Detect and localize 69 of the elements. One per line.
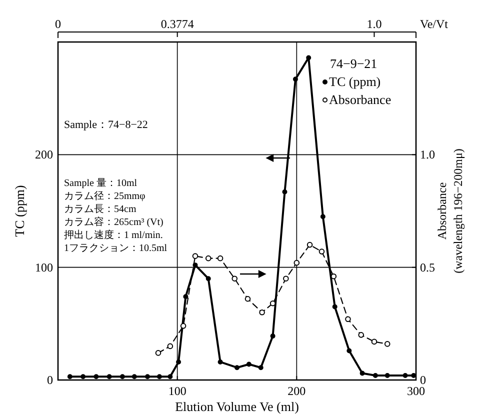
point	[318, 248, 325, 254]
y2-tick-label: 0.5	[420, 260, 435, 274]
y2-tick-label: 0	[420, 373, 426, 387]
point	[156, 374, 162, 380]
x-axis-title: Elution Volume Ve (ml)	[175, 399, 299, 414]
x-tick-label: 300	[407, 384, 425, 398]
point	[192, 253, 198, 259]
annotation: カラム容：265cm³ (Vt)	[64, 216, 164, 228]
y-tick-label: 0	[47, 373, 53, 387]
point	[345, 316, 351, 322]
x2-tick-label: 1.0	[366, 17, 382, 31]
y2-axis-title: Absorbance (wavelength 196−200mμ)	[435, 148, 465, 274]
point	[346, 348, 352, 354]
point	[132, 374, 137, 380]
point	[232, 276, 238, 282]
legend-label: Absorbance	[329, 92, 392, 107]
y-axis-title: TC (ppm)	[12, 185, 27, 237]
annotation: Sample 量：10ml	[64, 178, 138, 189]
point	[306, 55, 312, 60]
point	[183, 294, 188, 300]
y-tick-label: 200	[35, 148, 53, 162]
x2-axis-title: Ve/Vt	[420, 17, 449, 31]
point	[371, 338, 378, 345]
point	[360, 370, 365, 376]
point	[246, 362, 252, 367]
point	[80, 374, 86, 380]
point	[402, 372, 408, 378]
x2-tick-label: 0.3774	[160, 17, 194, 31]
point	[167, 343, 174, 350]
point	[168, 374, 173, 380]
point	[94, 374, 99, 380]
point	[217, 255, 224, 262]
point	[306, 242, 313, 248]
x-tick-label: 200	[288, 384, 306, 398]
point	[180, 323, 186, 329]
point	[234, 365, 240, 370]
point	[384, 372, 390, 378]
point	[145, 374, 150, 380]
point	[270, 334, 276, 339]
annotation: 1フラクション：10.5ml	[64, 243, 168, 254]
point	[358, 332, 364, 338]
point	[259, 310, 265, 316]
legend-title: 74−9−21	[330, 56, 378, 71]
point	[283, 276, 289, 282]
legend-label: TC (ppm)	[329, 74, 381, 89]
point	[258, 365, 264, 370]
point	[320, 214, 326, 220]
point	[282, 189, 288, 194]
annotation: Sample：74−8−22	[64, 119, 148, 131]
point	[244, 296, 251, 302]
point	[67, 374, 72, 380]
point	[206, 276, 211, 282]
point	[384, 341, 390, 347]
point	[176, 359, 182, 364]
annotation: カラム長：54cm	[64, 204, 136, 215]
x-tick-label: 100	[168, 384, 186, 398]
point	[332, 304, 338, 310]
point	[292, 76, 298, 82]
point	[106, 374, 112, 380]
y-tick-label: 100	[35, 260, 53, 274]
y2-tick-label: 1.0	[420, 148, 435, 162]
annotation: カラム径：25mmφ	[64, 191, 146, 202]
point	[155, 350, 162, 356]
point	[372, 372, 378, 378]
annotation: 押出し速度：1 ml/min.	[64, 229, 163, 241]
point	[218, 359, 223, 364]
point	[205, 255, 212, 262]
point	[120, 374, 125, 380]
point	[294, 260, 300, 266]
